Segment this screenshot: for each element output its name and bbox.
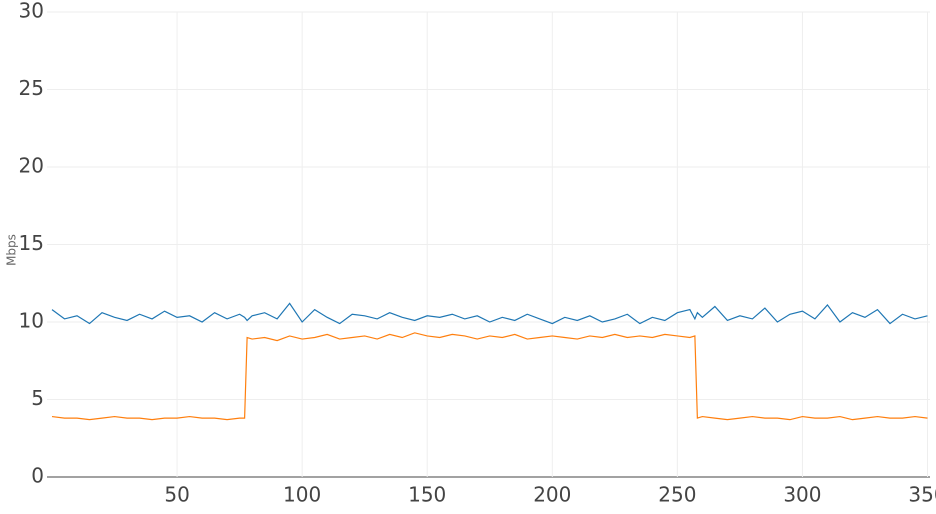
x-tick-label: 50 [164,483,189,507]
series-line [51,332,928,421]
y-tick-label: 10 [19,309,44,333]
y-tick-label: 25 [19,76,44,100]
y-tick-label: 5 [31,386,44,410]
y-axis-label: Mbps [5,234,19,266]
x-tick-label: 250 [658,483,696,507]
x-tick-label: 100 [283,483,321,507]
y-tick-label: 20 [19,154,44,178]
x-tick-label: 350 [908,483,936,507]
x-tick-label: 150 [408,483,446,507]
y-tick-label: 15 [19,231,44,255]
y-tick-label: 0 [31,464,44,488]
series-line [51,302,928,325]
y-tick-label: 30 [19,0,44,23]
x-tick-label: 200 [533,483,571,507]
x-tick-label: 300 [783,483,821,507]
